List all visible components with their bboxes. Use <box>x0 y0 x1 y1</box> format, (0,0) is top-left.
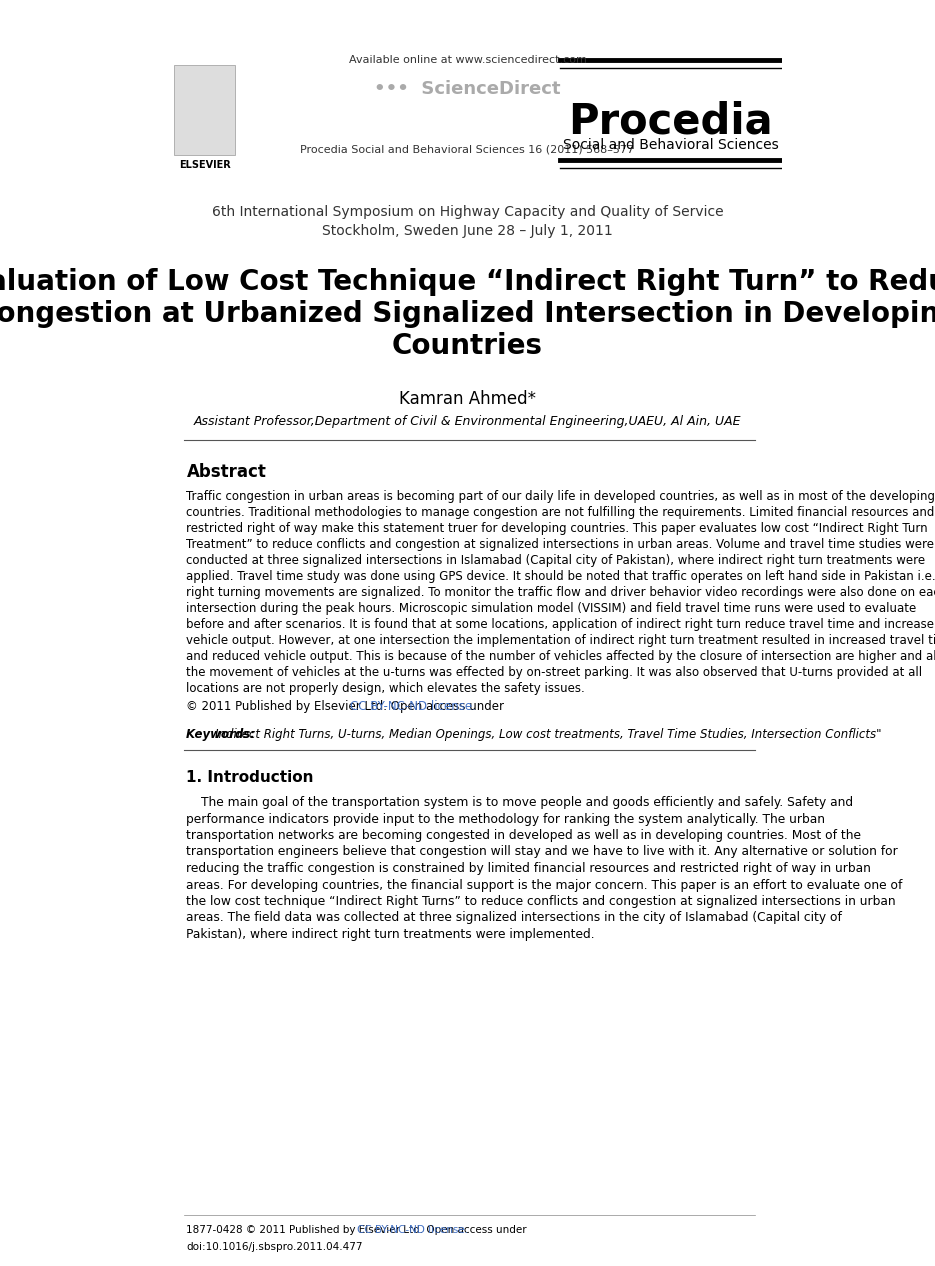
Bar <box>175 65 235 154</box>
Text: applied. Travel time study was done using GPS device. It should be noted that tr: applied. Travel time study was done usin… <box>186 570 935 584</box>
Text: conducted at three signalized intersections in Islamabad (Capital city of Pakist: conducted at three signalized intersecti… <box>186 555 926 567</box>
Text: the movement of vehicles at the u-turns was effected by on-street parking. It wa: the movement of vehicles at the u-turns … <box>186 666 923 679</box>
Text: performance indicators provide input to the methodology for ranking the system a: performance indicators provide input to … <box>186 813 826 825</box>
Text: intersection during the peak hours. Microscopic simulation model (VISSIM) and fi: intersection during the peak hours. Micr… <box>186 603 916 615</box>
Text: right turning movements are signalized. To monitor the traffic flow and driver b: right turning movements are signalized. … <box>186 586 935 599</box>
Text: locations are not properly design, which elevates the safety issues.: locations are not properly design, which… <box>186 682 585 695</box>
Text: CC BY-NC-ND license.: CC BY-NC-ND license. <box>351 700 476 713</box>
Text: reducing the traffic congestion is constrained by limited financial resources an: reducing the traffic congestion is const… <box>186 862 871 875</box>
Text: Congestion at Urbanized Signalized Intersection in Developing: Congestion at Urbanized Signalized Inter… <box>0 300 935 328</box>
Text: Kamran Ahmed*: Kamran Ahmed* <box>399 390 536 408</box>
Text: Procedia Social and Behavioral Sciences 16 (2011) 568–577: Procedia Social and Behavioral Sciences … <box>300 146 635 154</box>
Text: transportation engineers believe that congestion will stay and we have to live w: transportation engineers believe that co… <box>186 846 899 858</box>
Text: Countries: Countries <box>392 332 543 360</box>
Text: © 2011 Published by Elsevier Ltd. Open access under: © 2011 Published by Elsevier Ltd. Open a… <box>186 700 509 713</box>
Text: ELSEVIER: ELSEVIER <box>179 160 230 170</box>
Text: countries. Traditional methodologies to manage congestion are not fulfilling the: countries. Traditional methodologies to … <box>186 506 935 519</box>
Text: Abstract: Abstract <box>186 463 266 481</box>
Text: vehicle output. However, at one intersection the implementation of indirect righ: vehicle output. However, at one intersec… <box>186 634 935 647</box>
Text: Indirect Right Turns, U-turns, Median Openings, Low cost treatments, Travel Time: Indirect Right Turns, U-turns, Median Op… <box>215 728 882 741</box>
Text: The main goal of the transportation system is to move people and goods efficient: The main goal of the transportation syst… <box>201 796 854 809</box>
Text: Treatment” to reduce conflicts and congestion at signalized intersections in urb: Treatment” to reduce conflicts and conge… <box>186 538 934 551</box>
Text: before and after scenarios. It is found that at some locations, application of i: before and after scenarios. It is found … <box>186 618 935 630</box>
Text: Traffic congestion in urban areas is becoming part of our daily life in develope: Traffic congestion in urban areas is bec… <box>186 490 935 503</box>
Text: transportation networks are becoming congested in developed as well as in develo: transportation networks are becoming con… <box>186 829 861 842</box>
Text: the low cost technique “Indirect Right Turns” to reduce conflicts and congestion: the low cost technique “Indirect Right T… <box>186 895 896 908</box>
Text: Assistant Professor,Department of Civil & Environmental Engineering,UAEU, Al Ain: Assistant Professor,Department of Civil … <box>194 415 741 428</box>
Text: Keywords:: Keywords: <box>186 728 260 741</box>
Text: •••  ScienceDirect: ••• ScienceDirect <box>374 80 561 97</box>
Text: Social and Behavioral Sciences: Social and Behavioral Sciences <box>563 138 779 152</box>
Text: 1. Introduction: 1. Introduction <box>186 770 314 785</box>
Text: restricted right of way make this statement truer for developing countries. This: restricted right of way make this statem… <box>186 522 928 536</box>
Text: Evaluation of Low Cost Technique “Indirect Right Turn” to Reduce: Evaluation of Low Cost Technique “Indire… <box>0 268 935 296</box>
Text: and reduced vehicle output. This is because of the number of vehicles affected b: and reduced vehicle output. This is beca… <box>186 649 935 663</box>
Text: Procedia: Procedia <box>568 100 773 142</box>
Text: doi:10.1016/j.sbspro.2011.04.477: doi:10.1016/j.sbspro.2011.04.477 <box>186 1242 363 1252</box>
Text: Available online at www.sciencedirect.com: Available online at www.sciencedirect.co… <box>349 54 586 65</box>
Text: areas. The field data was collected at three signalized intersections in the cit: areas. The field data was collected at t… <box>186 912 842 924</box>
Text: Stockholm, Sweden June 28 – July 1, 2011: Stockholm, Sweden June 28 – July 1, 2011 <box>323 224 613 238</box>
Text: CC BY-NC-ND license.: CC BY-NC-ND license. <box>357 1225 468 1236</box>
Text: areas. For developing countries, the financial support is the major concern. Thi: areas. For developing countries, the fin… <box>186 879 903 891</box>
Text: 1877-0428 © 2011 Published by Elsevier Ltd. Open access under: 1877-0428 © 2011 Published by Elsevier L… <box>186 1225 530 1236</box>
Text: Pakistan), where indirect right turn treatments were implemented.: Pakistan), where indirect right turn tre… <box>186 928 595 941</box>
Text: 6th International Symposium on Highway Capacity and Quality of Service: 6th International Symposium on Highway C… <box>211 205 724 219</box>
